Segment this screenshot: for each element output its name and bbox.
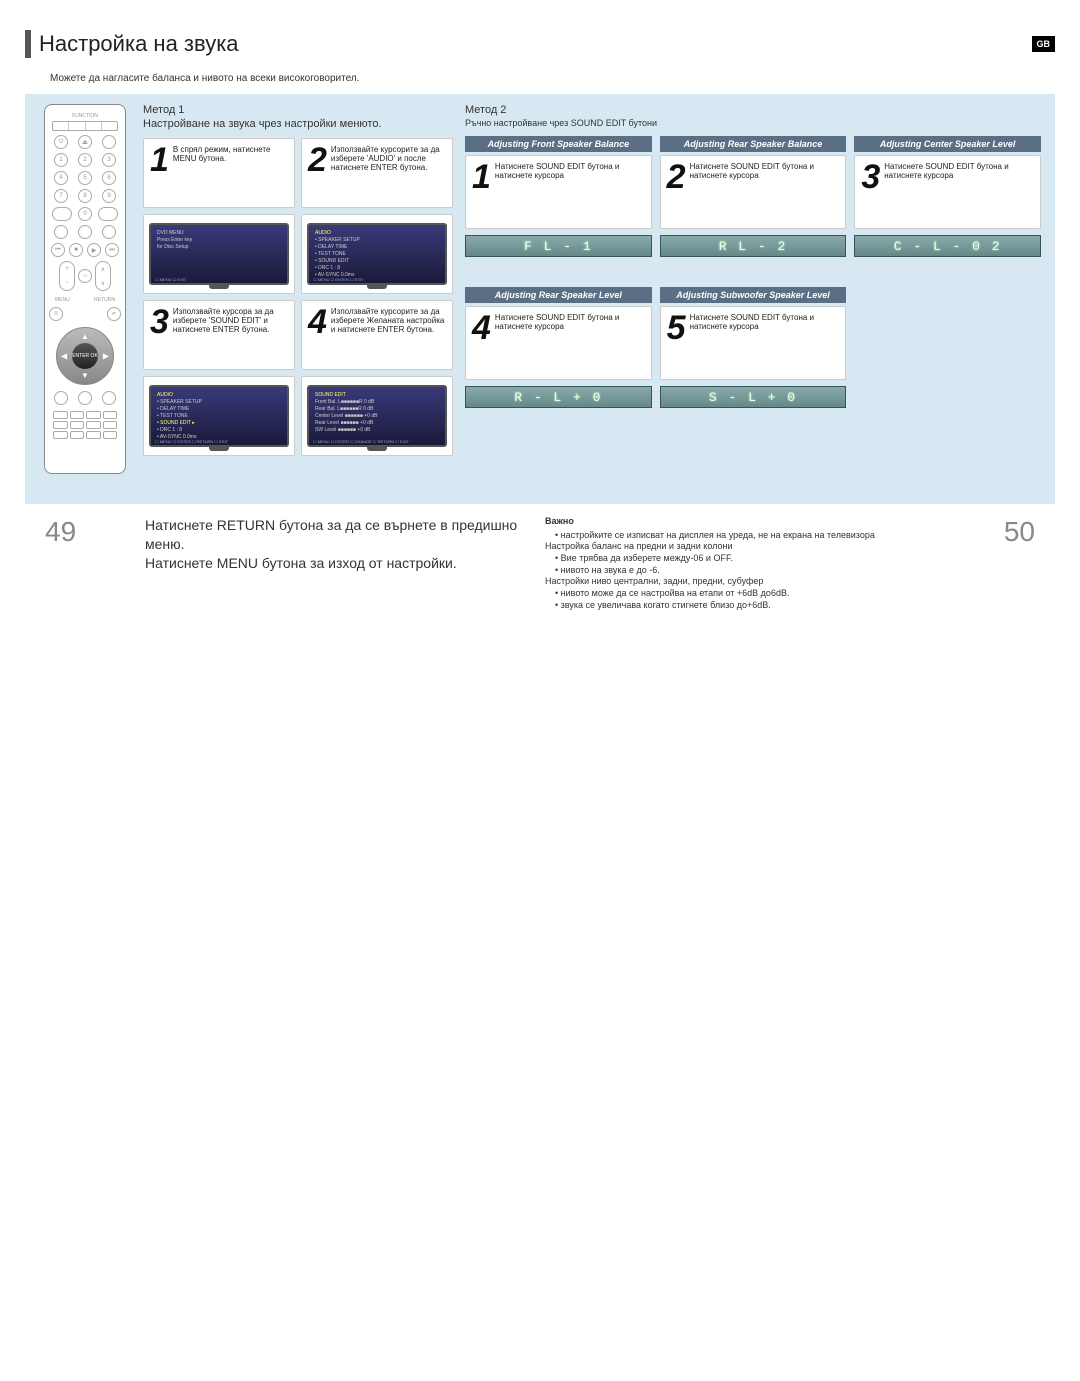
step-box: 1 Натиснете SOUND EDIT бутона и натиснет… <box>465 155 652 229</box>
tv-screen: SOUND EDITFront Bal. L■■■■■■R 0 dBRear B… <box>301 376 453 456</box>
empty-column <box>854 287 1041 408</box>
language-tag: GB <box>1032 36 1056 52</box>
return-line1: Натиснете RETURN бутона за да се върнете… <box>145 517 517 552</box>
segment-display: R L - 2 <box>660 235 847 257</box>
method2-row2: Adjusting Rear Speaker Level 4 Натиснете… <box>465 287 1041 408</box>
adjustment-title: Adjusting Rear Speaker Balance <box>660 136 847 152</box>
note-item: нивото на звука е до -6. <box>555 565 955 577</box>
display-value: S - L + 0 <box>709 390 797 405</box>
tv-screen: AUDIO• SPEAKER SETUP• DELAY TIME• TEST T… <box>143 376 295 456</box>
step-number: 3 <box>861 162 880 193</box>
footer-row: 49 Натиснете RETURN бутона за да се върн… <box>25 504 1055 612</box>
notes-sec2-head: Настройки ниво централни, задни, предни,… <box>545 576 955 588</box>
segment-display: C - L - 0 2 <box>854 235 1041 257</box>
method2-heading: Метод 2 <box>465 104 1041 116</box>
step-number: 1 <box>472 162 491 193</box>
page-title: Настройка на звука <box>39 31 239 57</box>
title-accent <box>25 30 31 58</box>
method2-row1: Adjusting Front Speaker Balance 1 Натисн… <box>465 136 1041 257</box>
step-number: 4 <box>308 307 327 338</box>
remote-column: FUNCTION ⏻⏏ 123 456 789 0 ⏮■▶⏭ +− ⌂ ∧∨ M… <box>35 104 135 494</box>
title-row: Настройка на звука GB <box>25 30 1055 58</box>
step-box: 1 В спрял режим, натиснете MENU бутона. <box>143 138 295 208</box>
method2-section: Метод 2 Ръчно настройване чрез SOUND EDI… <box>461 104 1045 494</box>
page-number-right: 50 <box>975 516 1035 548</box>
step-number: 4 <box>472 313 491 344</box>
step-text: Натиснете SOUND EDIT бутона и натиснете … <box>690 313 840 331</box>
title-bar: Настройка на звука <box>25 30 239 58</box>
step-box: 4 Натиснете SOUND EDIT бутона и натиснет… <box>465 306 652 380</box>
return-label: RETURN <box>94 297 115 303</box>
adjustment-title: Adjusting Center Speaker Level <box>854 136 1041 152</box>
display-value: R - L + 0 <box>514 390 602 405</box>
tv-screen: AUDIO• SPEAKER SETUP• DELAY TIME• TEST T… <box>301 214 453 294</box>
notes-sec1-head: Настройка баланс на предни и задни колон… <box>545 541 955 553</box>
adjustment-column: Adjusting Center Speaker Level 3 Натисне… <box>854 136 1041 257</box>
adjustment-title: Adjusting Rear Speaker Level <box>465 287 652 303</box>
step-text: Натиснете SOUND EDIT бутона и натиснете … <box>495 313 645 331</box>
step-text: В спрял режим, натиснете MENU бутона. <box>173 145 288 163</box>
step-text: Натиснете SOUND EDIT бутона и натиснете … <box>884 162 1034 180</box>
note-item: звука се увеличава когато стигнете близо… <box>555 600 955 612</box>
adjustment-column: Adjusting Rear Speaker Level 4 Натиснете… <box>465 287 652 408</box>
step-box: 2 Натиснете SOUND EDIT бутона и натиснет… <box>660 155 847 229</box>
tv-screen: DVD MENUPress Enter keyfor Disc Setup☐ M… <box>143 214 295 294</box>
note-item: нивото може да се настройва на етапи от … <box>555 588 955 600</box>
step-box: 5 Натиснете SOUND EDIT бутона и натиснет… <box>660 306 847 380</box>
step-box: 3 Използвайте курсора за да изберете 'SO… <box>143 300 295 370</box>
step-text: Използвайте курсорите за да изберете Жел… <box>331 307 446 335</box>
method1-heading: Метод 1 <box>143 104 453 116</box>
display-value: F L - 1 <box>524 239 593 254</box>
display-value: C - L - 0 2 <box>894 239 1002 254</box>
important-notes: Важно настройките се изписват на дисплея… <box>545 516 955 612</box>
menu-label: MENU <box>55 297 70 303</box>
method1-grid: 1 В спрял режим, натиснете MENU бутона. … <box>143 138 453 456</box>
adjustment-column: Adjusting Rear Speaker Balance 2 Натисне… <box>660 136 847 257</box>
page-subtitle: Можете да нагласите баланса и нивото на … <box>50 73 1055 84</box>
step-box: 4 Използвайте курсорите за да изберете Ж… <box>301 300 453 370</box>
remote-control-illustration: FUNCTION ⏻⏏ 123 456 789 0 ⏮■▶⏭ +− ⌂ ∧∨ M… <box>44 104 126 474</box>
step-box: 3 Натиснете SOUND EDIT бутона и натиснет… <box>854 155 1041 229</box>
method1-section: Метод 1 Настройване на звука чрез настро… <box>143 104 453 494</box>
note-item: Вие трябва да изберете между-06 и OFF. <box>555 553 955 565</box>
adjustment-column: Adjusting Front Speaker Balance 1 Натисн… <box>465 136 652 257</box>
step-text: Натиснете SOUND EDIT бутона и натиснете … <box>495 162 645 180</box>
return-instructions: Натиснете RETURN бутона за да се върнете… <box>145 516 525 573</box>
manual-page: Настройка на звука GB Можете да нагласит… <box>0 0 1080 642</box>
dpad-icon: ▲▼◀▶ ENTER OK <box>56 327 114 385</box>
step-number: 2 <box>667 162 686 193</box>
adjustment-title: Adjusting Subwoofer Speaker Level <box>660 287 847 303</box>
enter-button-icon: ENTER OK <box>72 343 98 369</box>
note-item: настройките се изписват на дисплея на ур… <box>555 530 955 542</box>
content-panel: FUNCTION ⏻⏏ 123 456 789 0 ⏮■▶⏭ +− ⌂ ∧∨ M… <box>25 94 1055 504</box>
step-text: Натиснете SOUND EDIT бутона и натиснете … <box>690 162 840 180</box>
step-number: 5 <box>667 313 686 344</box>
step-box: 2 Използвайте курсорите за да изберете '… <box>301 138 453 208</box>
adjustment-title: Adjusting Front Speaker Balance <box>465 136 652 152</box>
method1-sub: Настройване на звука чрез настройки меню… <box>143 118 453 130</box>
display-value: R L - 2 <box>719 239 788 254</box>
segment-display: S - L + 0 <box>660 386 847 408</box>
step-text: Използвайте курсора за да изберете 'SOUN… <box>173 307 288 335</box>
step-number: 1 <box>150 145 169 176</box>
segment-display: R - L + 0 <box>465 386 652 408</box>
segment-display: F L - 1 <box>465 235 652 257</box>
step-number: 3 <box>150 307 169 338</box>
step-text: Използвайте курсорите за да изберете 'AU… <box>331 145 446 173</box>
page-number-left: 49 <box>45 516 125 548</box>
notes-heading: Важно <box>545 516 955 528</box>
adjustment-column: Adjusting Subwoofer Speaker Level 5 Нати… <box>660 287 847 408</box>
return-line2: Натиснете MENU бутона за изход от настро… <box>145 555 457 571</box>
step-number: 2 <box>308 145 327 176</box>
method2-sub: Ръчно настройване чрез SOUND EDIT бутони <box>465 118 1041 128</box>
